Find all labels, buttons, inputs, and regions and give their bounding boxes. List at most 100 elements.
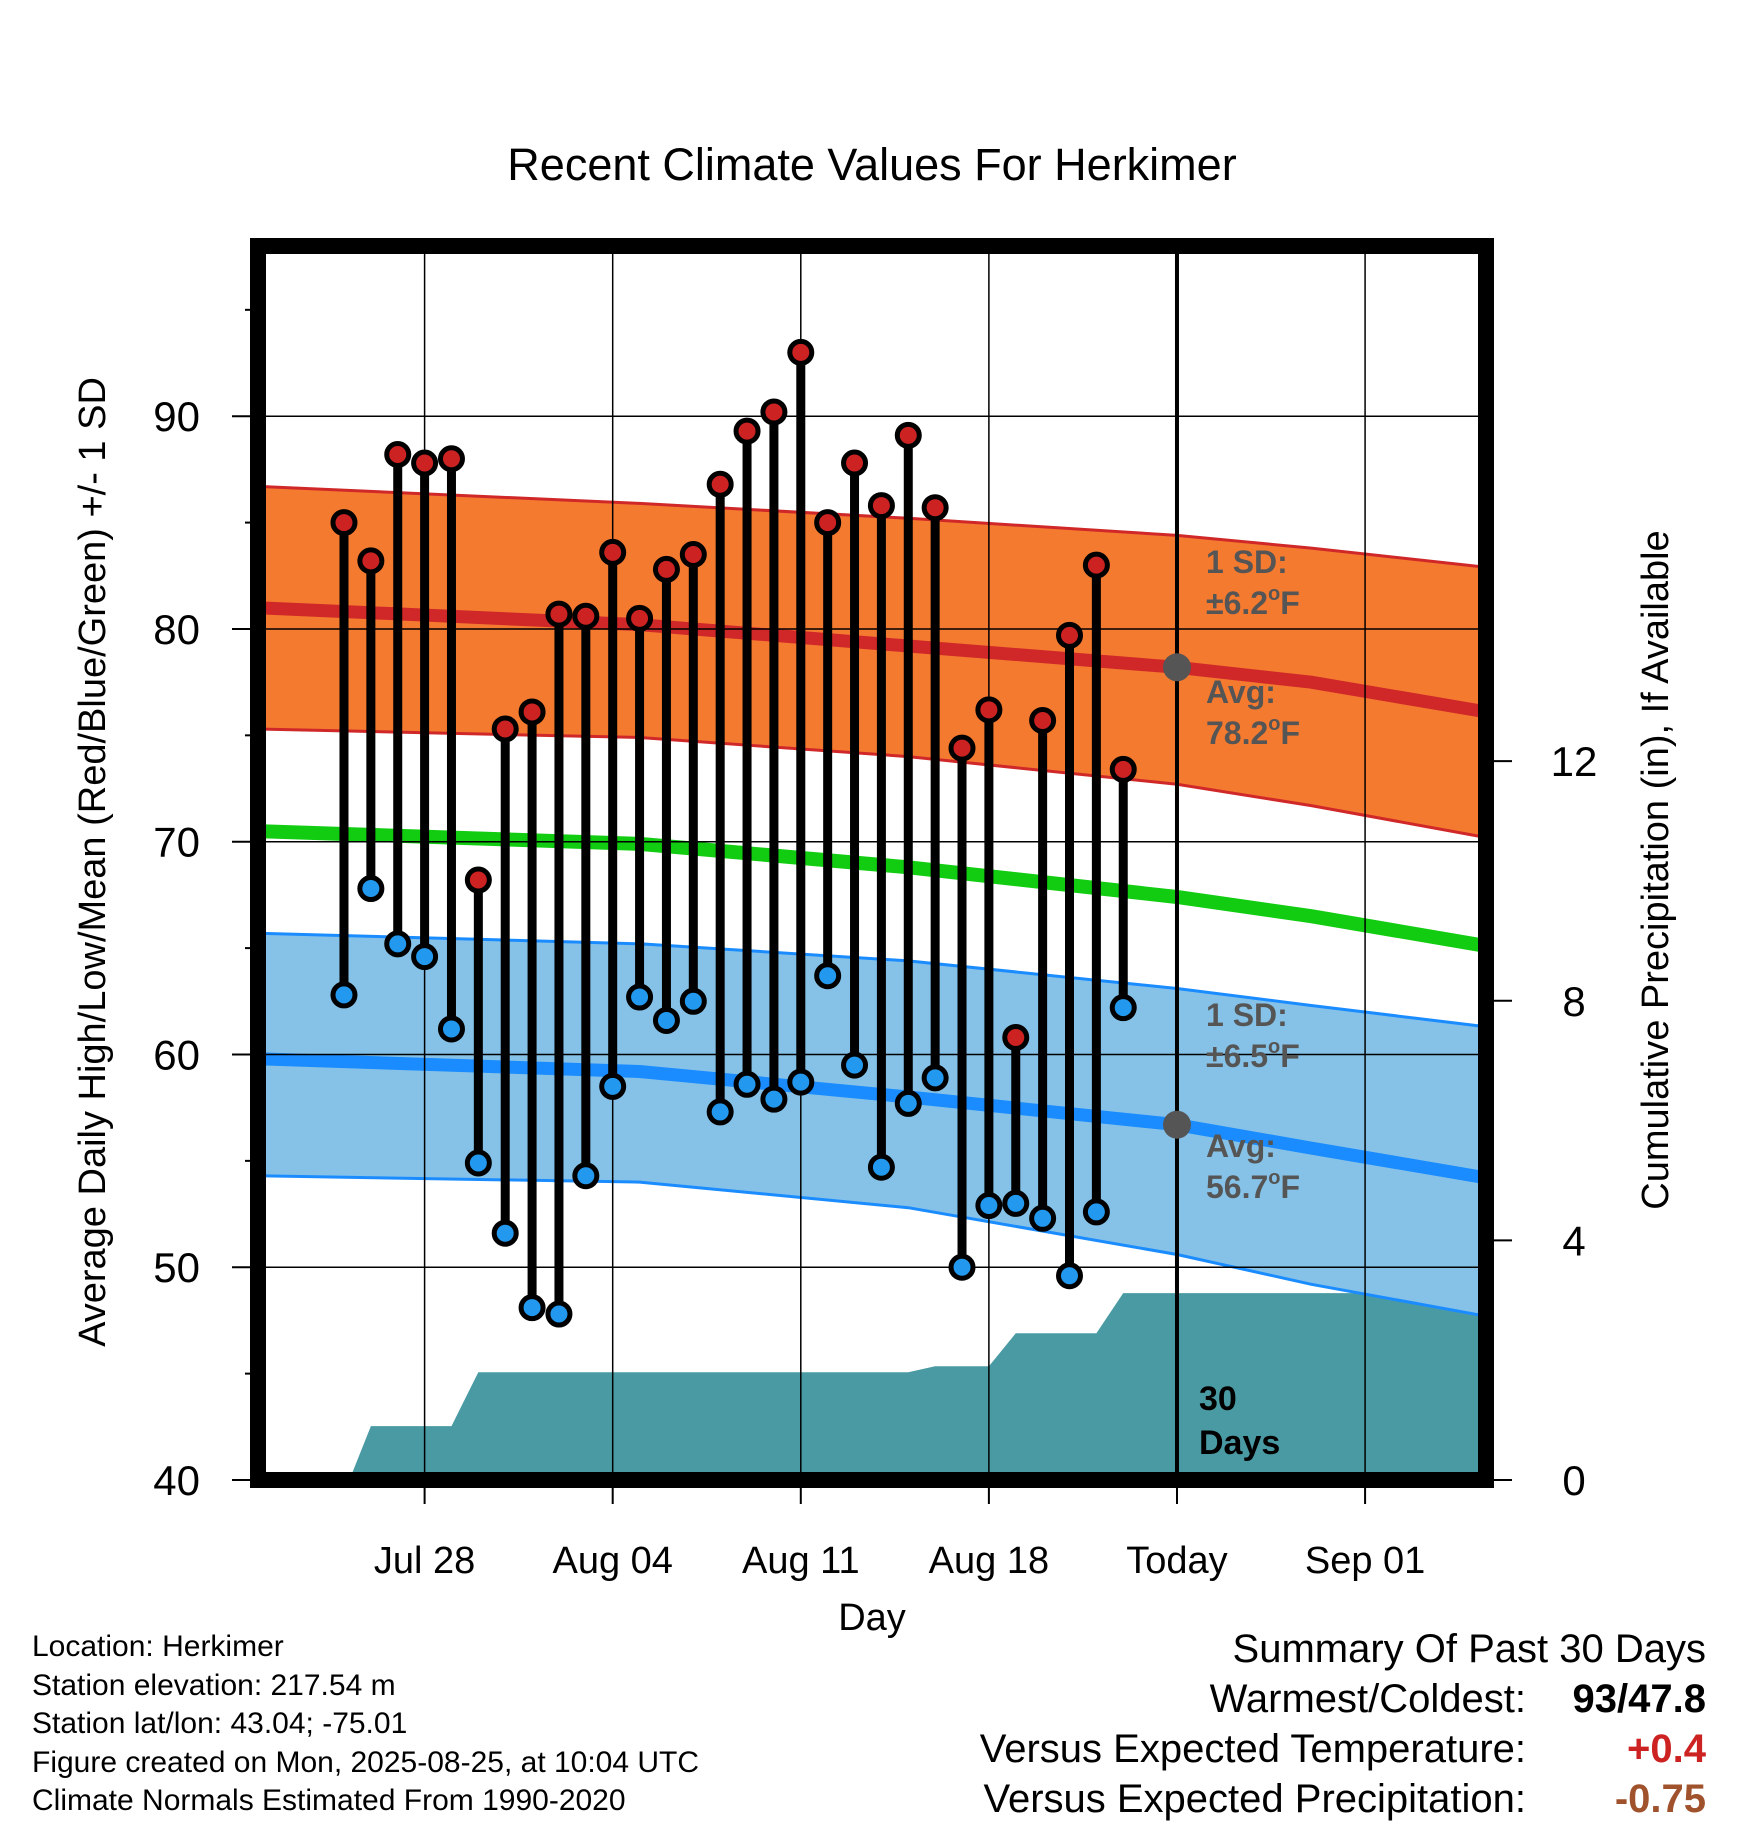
summary-title: Summary Of Past 30 Days <box>1232 1627 1706 1671</box>
low-point <box>867 1153 895 1181</box>
precip-value: -0.75 <box>1614 1777 1706 1821</box>
low-point <box>1002 1189 1030 1217</box>
summary-row-precip: Versus Expected Precipitation: -0.75 <box>806 1774 1706 1824</box>
period-label-unit: Days <box>1199 1424 1280 1462</box>
high-point <box>384 441 412 469</box>
y2-tick-label: 12 <box>1551 738 1598 785</box>
high-sd-band-upper-edge <box>257 484 1487 569</box>
low-point <box>411 943 439 971</box>
high-point <box>464 866 492 894</box>
y2-tick-label: 0 <box>1562 1457 1585 1504</box>
high-point <box>1056 621 1084 649</box>
y-tick-label: 70 <box>153 819 200 866</box>
high-point <box>1109 755 1137 783</box>
low-point <box>948 1253 976 1281</box>
high-point <box>1082 551 1110 579</box>
latlon-text: Station lat/lon: 43.04; -75.01 <box>32 1707 408 1740</box>
station-info: Location: Herkimer Station elevation: 21… <box>32 1628 699 1821</box>
low-point <box>384 930 412 958</box>
precip-label: Versus Expected Precipitation: <box>983 1777 1526 1821</box>
x-tick-label: Today <box>1126 1540 1227 1582</box>
low-point <box>760 1085 788 1113</box>
precip-area <box>349 1293 1486 1480</box>
low-sd-label-line2: ±6.5oF <box>1206 1036 1300 1074</box>
location-text: Location: Herkimer <box>32 1630 284 1663</box>
low-point <box>545 1300 573 1328</box>
low-point <box>599 1072 627 1100</box>
y-tick-label: 60 <box>153 1031 200 1078</box>
low-point <box>841 1051 869 1079</box>
high-sd-band <box>258 486 1486 838</box>
high-sd-label-line1: 1 SD: <box>1206 544 1288 580</box>
low-point <box>1056 1262 1084 1290</box>
high-point <box>760 398 788 426</box>
high-point <box>787 338 815 366</box>
low-point <box>1082 1198 1110 1226</box>
series-marks <box>330 338 1137 1328</box>
elevation-text: Station elevation: 217.54 m <box>32 1668 396 1702</box>
high-point <box>1029 706 1057 734</box>
temp-label: Versus Expected Temperature: <box>979 1727 1526 1771</box>
high-point <box>679 541 707 568</box>
created-text: Figure created on Mon, 2025-08-25, at 10… <box>32 1745 700 1779</box>
chart-title: Recent Climate Values For Herkimer <box>507 139 1236 190</box>
low-point <box>733 1070 761 1098</box>
x-tick-label: Aug 04 <box>552 1540 672 1582</box>
high-point <box>921 494 949 522</box>
high-sd-label-line2: ±6.2oF <box>1206 583 1300 621</box>
high-point <box>491 715 519 743</box>
high-point <box>518 698 546 726</box>
x-tick-label: Jul 28 <box>374 1540 475 1582</box>
low-avg-label: Avg:56.7oF <box>1206 1128 1300 1205</box>
low-point <box>787 1068 815 1096</box>
high-point <box>948 734 976 762</box>
high-point <box>975 696 1003 724</box>
x-tick-label: Aug 11 <box>742 1540 860 1582</box>
low-sd-band <box>258 933 1486 1317</box>
y-axis-label: Average Daily High/Low/Mean (Red/Blue/Gr… <box>72 377 114 1347</box>
y-tick-label: 80 <box>153 606 200 653</box>
high-point <box>1002 1023 1030 1051</box>
low-point <box>572 1162 600 1190</box>
low-sd-label-line1: 1 SD: <box>1206 997 1288 1033</box>
high-point <box>330 509 358 537</box>
high-avg-label-line2: 78.2oF <box>1206 713 1300 751</box>
high-point <box>867 492 895 520</box>
low-point <box>464 1149 492 1177</box>
high-point <box>572 602 600 630</box>
low-point <box>706 1098 734 1126</box>
warmest-label: Warmest/Coldest: <box>1209 1677 1526 1721</box>
high-sd-label: 1 SD:±6.2oF <box>1206 544 1300 621</box>
low-point <box>1029 1204 1057 1232</box>
high-point <box>814 509 842 537</box>
high-avg-label: Avg:78.2oF <box>1206 674 1300 751</box>
low-avg-label-line2: 56.7oF <box>1206 1167 1300 1205</box>
low-point <box>330 981 358 1009</box>
high-point <box>733 417 761 445</box>
period-label-number: 30 <box>1199 1380 1237 1418</box>
high-point <box>437 445 465 473</box>
low-sd-label: 1 SD:±6.5oF <box>1206 997 1300 1074</box>
high-point <box>357 547 385 575</box>
high-point <box>652 555 680 583</box>
x-tick-label: Aug 18 <box>929 1540 1049 1582</box>
high-point <box>894 421 922 449</box>
x-axis-label: Day <box>838 1597 906 1639</box>
y-tick-label: 40 <box>153 1457 200 1504</box>
plot-content <box>257 484 1488 1480</box>
y-tick-label: 50 <box>153 1244 200 1291</box>
low-point <box>652 1006 680 1034</box>
high-point <box>706 470 734 498</box>
low-point <box>679 987 707 1015</box>
today-high-avg-dot <box>1162 653 1191 682</box>
summary-row-temp: Versus Expected Temperature: +0.4 <box>806 1724 1706 1774</box>
summary-row-warmest: Warmest/Coldest: 93/47.8 <box>806 1674 1706 1724</box>
normals-text: Climate Normals Estimated From 1990-2020 <box>32 1784 626 1817</box>
axes: 40 50 60 70 80 90 0 4 8 12 Jul 28 Aug 04 Aug 11 Aug 1… <box>153 308 1598 1582</box>
today-low-avg-dot <box>1162 1110 1191 1139</box>
y2-axis-label: Cumulative Precipitation (in), If Availa… <box>1635 530 1677 1209</box>
high-point <box>411 449 439 477</box>
low-point <box>491 1219 519 1247</box>
